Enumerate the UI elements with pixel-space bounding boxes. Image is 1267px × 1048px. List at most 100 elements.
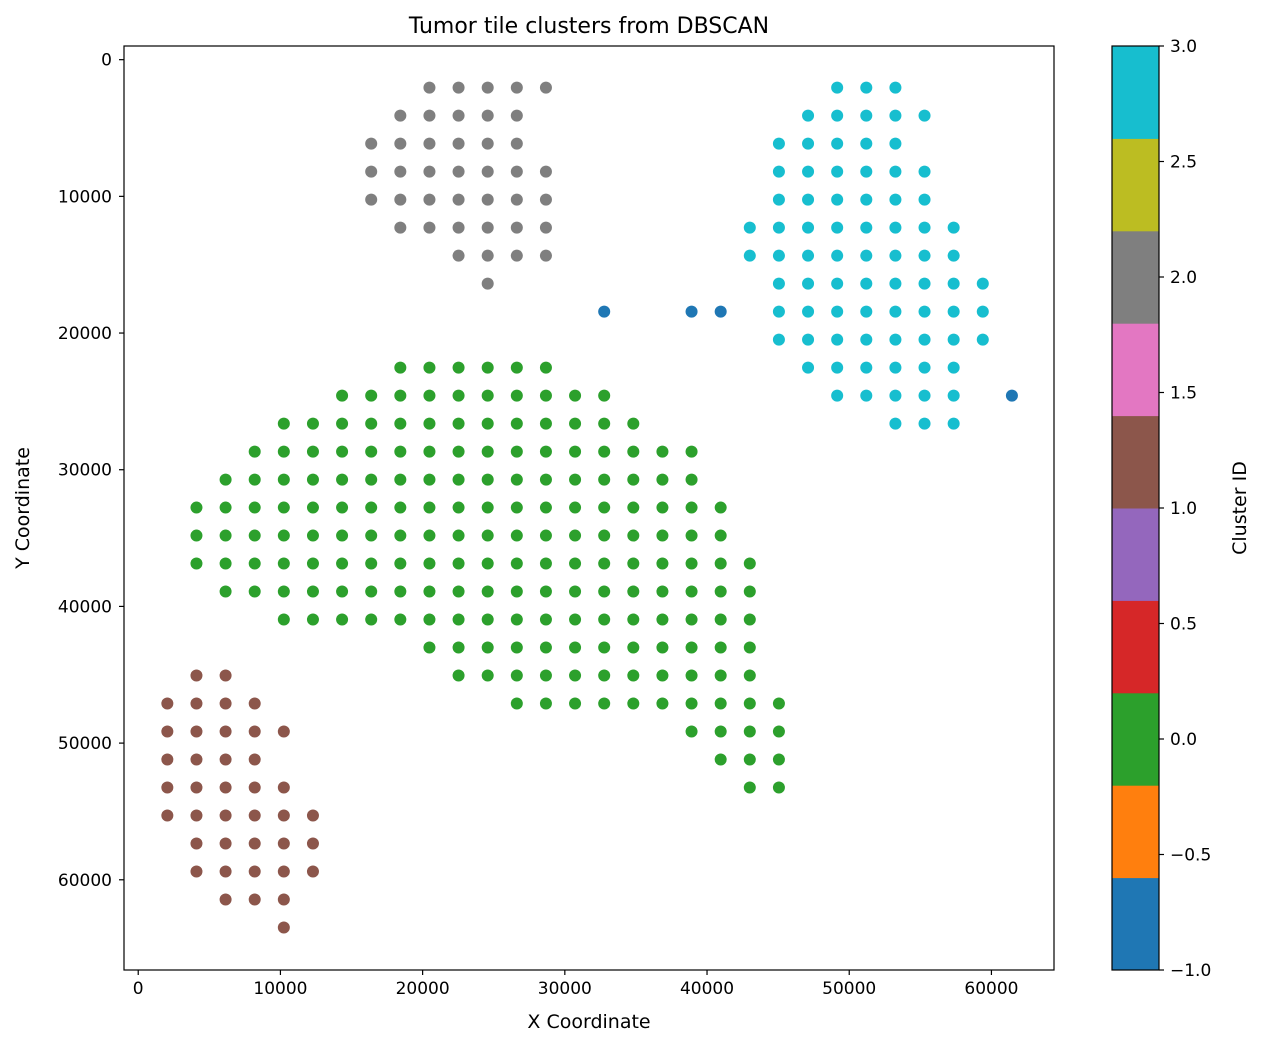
data-point — [743, 697, 756, 710]
data-point — [889, 277, 902, 290]
data-point — [918, 333, 931, 346]
points-layer — [161, 81, 1018, 934]
data-point — [539, 221, 552, 234]
data-point — [306, 809, 319, 822]
data-point — [219, 753, 232, 766]
data-point — [714, 305, 727, 318]
data-point — [423, 389, 436, 402]
y-tick-label: 30000 — [58, 461, 112, 481]
y-tick-label: 40000 — [58, 597, 112, 617]
chart-title: Tumor tile clusters from DBSCAN — [408, 14, 769, 39]
data-point — [539, 417, 552, 430]
data-point — [248, 473, 261, 486]
colorbar-tick-label: 0.0 — [1170, 730, 1197, 750]
data-point — [947, 389, 960, 402]
data-point — [481, 193, 494, 206]
data-point — [452, 361, 465, 374]
data-point — [394, 221, 407, 234]
data-point — [976, 333, 989, 346]
data-point — [452, 557, 465, 570]
y-tick-label: 0 — [101, 51, 112, 71]
data-point — [394, 473, 407, 486]
data-point — [627, 473, 640, 486]
data-point — [831, 193, 844, 206]
data-point — [510, 109, 523, 122]
data-point — [219, 585, 232, 598]
data-point — [336, 389, 349, 402]
data-point — [277, 865, 290, 878]
y-tick-label: 50000 — [58, 734, 112, 754]
data-point — [947, 333, 960, 346]
data-point — [743, 249, 756, 262]
data-point — [510, 473, 523, 486]
data-point — [481, 417, 494, 430]
data-point — [860, 137, 873, 150]
data-point — [656, 585, 669, 598]
data-point — [714, 641, 727, 654]
colorbar-band — [1112, 415, 1159, 509]
data-point — [860, 361, 873, 374]
data-point — [452, 417, 465, 430]
colorbar-band — [1112, 785, 1159, 879]
data-point — [277, 473, 290, 486]
data-point — [452, 137, 465, 150]
data-point — [802, 361, 815, 374]
data-point — [889, 81, 902, 94]
data-point — [802, 249, 815, 262]
data-point — [918, 109, 931, 122]
data-point — [481, 613, 494, 626]
data-point — [627, 585, 640, 598]
data-point — [947, 277, 960, 290]
data-point — [306, 557, 319, 570]
data-point — [336, 557, 349, 570]
data-point — [481, 445, 494, 458]
data-point — [569, 585, 582, 598]
colorbar-band — [1112, 323, 1159, 417]
data-point — [569, 669, 582, 682]
data-point — [772, 781, 785, 794]
data-point — [452, 221, 465, 234]
data-point — [831, 81, 844, 94]
data-point — [248, 501, 261, 514]
data-point — [714, 585, 727, 598]
data-point — [365, 137, 378, 150]
data-point — [539, 557, 552, 570]
plot-area: 0 10000 20000 30000 40000 50000 60000 0 10000 20… — [58, 45, 1055, 999]
data-point — [627, 529, 640, 542]
data-point — [627, 445, 640, 458]
data-point — [336, 585, 349, 598]
data-point — [161, 809, 174, 822]
data-point — [772, 193, 785, 206]
data-point — [627, 669, 640, 682]
data-point — [481, 277, 494, 290]
data-point — [423, 361, 436, 374]
data-point — [831, 165, 844, 178]
data-point — [510, 417, 523, 430]
data-point — [772, 221, 785, 234]
data-point — [452, 389, 465, 402]
data-point — [598, 529, 611, 542]
data-point — [889, 221, 902, 234]
data-point — [394, 613, 407, 626]
data-point — [539, 613, 552, 626]
data-point — [656, 501, 669, 514]
data-point — [510, 249, 523, 262]
data-point — [248, 865, 261, 878]
data-point — [481, 641, 494, 654]
data-point — [598, 669, 611, 682]
data-point — [772, 137, 785, 150]
plot-frame — [123, 45, 1055, 971]
data-point — [510, 697, 523, 710]
data-point — [743, 725, 756, 738]
data-point — [685, 725, 698, 738]
data-point — [510, 165, 523, 178]
data-point — [918, 361, 931, 374]
data-point — [306, 585, 319, 598]
data-point — [452, 669, 465, 682]
data-point — [277, 417, 290, 430]
data-point — [248, 445, 261, 458]
data-point — [889, 109, 902, 122]
data-point — [190, 781, 203, 794]
data-point — [947, 221, 960, 234]
